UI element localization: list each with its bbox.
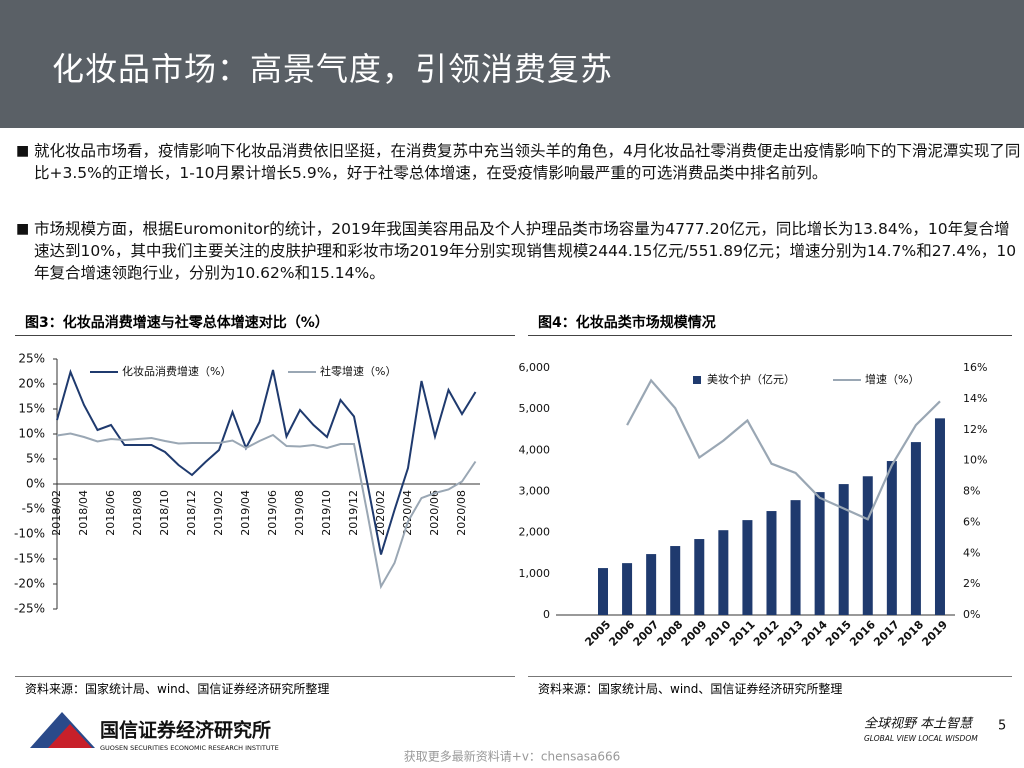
slogan-en: GLOBAL VIEW LOCAL WISDOM — [864, 734, 978, 743]
x-tick-label: 2020/08 — [455, 490, 468, 536]
y2-tick-label: 2% — [963, 577, 980, 590]
legend-label: 化妆品消费增速（%） — [122, 364, 231, 378]
x-tick-label: 2014 — [799, 618, 830, 649]
series-line — [56, 432, 477, 590]
y-tick-label: 25% — [18, 352, 45, 366]
slide-title: 化妆品市场：高景气度，引领消费复苏 — [52, 50, 614, 88]
x-tick-label: 2005 — [582, 618, 613, 649]
y2-tick-label: 16% — [963, 361, 987, 374]
legend-label: 美妆个护（亿元） — [707, 372, 795, 386]
logo-icon — [30, 712, 95, 748]
x-tick-label: 2020/04 — [401, 490, 414, 536]
y-tick-label: -20% — [14, 577, 45, 591]
page-number: 5 — [998, 719, 1006, 734]
y-tick-label: -15% — [14, 552, 45, 566]
bar — [838, 484, 849, 615]
x-tick-label: 2006 — [606, 618, 637, 649]
x-tick-label: 2017 — [871, 618, 902, 649]
bar — [598, 568, 608, 615]
x-tick-label: 2010 — [703, 618, 734, 649]
y-tick-label: 10% — [18, 427, 45, 441]
series-line — [626, 378, 941, 521]
bullet: 市场规模方面，根据Euromonitor的统计，2019年我国美容用品及个人护理… — [16, 218, 1024, 284]
x-tick-label: 2013 — [775, 618, 806, 649]
bar — [670, 546, 681, 615]
x-tick-label: 2019 — [919, 618, 950, 649]
x-tick-label: 2012 — [751, 618, 782, 649]
y-tick-label: 5,000 — [519, 402, 551, 415]
x-tick-label: 2018/10 — [158, 490, 171, 536]
bar — [814, 492, 825, 615]
y2-tick-label: 14% — [963, 392, 987, 405]
y2-tick-label: 10% — [963, 454, 987, 467]
bar — [862, 476, 873, 615]
bullet: 就化妆品市场看，疫情影响下化妆品消费依旧坚挺，在消费复苏中充当领头羊的角色，4月… — [16, 140, 1024, 184]
y-tick-label: 2,000 — [519, 526, 551, 539]
bar — [910, 442, 921, 615]
bar — [742, 520, 753, 615]
figure-source: 资料来源：国家统计局、wind、国信证券经济研究所整理 — [15, 676, 515, 701]
x-tick-label: 2007 — [631, 618, 662, 649]
y-tick-label: 5% — [26, 452, 45, 466]
x-tick-label: 2019/06 — [266, 490, 279, 536]
y2-tick-label: 12% — [963, 423, 987, 436]
x-tick-label: 2020/02 — [374, 490, 387, 536]
series-line — [56, 368, 477, 555]
logo-name: 国信证券经济研究所 — [100, 719, 271, 742]
x-tick-label: 2016 — [847, 618, 878, 649]
figure-source: 资料来源：国家统计局、wind、国信证券经济研究所整理 — [528, 676, 1012, 701]
legend-label: 增速（%） — [865, 372, 919, 386]
y2-tick-label: 8% — [963, 485, 980, 498]
x-tick-label: 2018/04 — [77, 490, 90, 536]
x-tick-label: 2015 — [823, 618, 854, 649]
x-tick-label: 2019/12 — [347, 490, 360, 536]
bar — [622, 563, 633, 615]
y-tick-label: -10% — [14, 527, 45, 541]
y-tick-label: 3,000 — [519, 485, 551, 498]
x-tick-label: 2019/10 — [320, 490, 333, 536]
y-tick-label: 15% — [18, 402, 45, 416]
y-tick-label: 4,000 — [519, 443, 551, 456]
legend-swatch — [693, 376, 701, 384]
bar — [694, 539, 705, 615]
x-tick-label: 2018/08 — [131, 490, 144, 536]
bar — [934, 418, 945, 615]
watermark: 获取更多最新资料请+v：chensasa666 — [404, 749, 620, 764]
x-tick-label: 2018/02 — [50, 490, 63, 536]
bar — [790, 500, 801, 615]
slogan: 全球视野 本土智慧 — [864, 716, 974, 732]
y-tick-label: 6,000 — [519, 361, 551, 374]
x-tick-label: 2018/12 — [185, 490, 198, 536]
x-tick-label: 2018 — [895, 618, 926, 649]
bar — [766, 511, 777, 615]
bar — [718, 530, 729, 615]
y2-tick-label: 6% — [963, 515, 980, 528]
x-tick-label: 2020/06 — [428, 490, 441, 536]
figure-caption: 图4：化妆品类市场规模情况 — [528, 310, 1012, 336]
y-tick-label: -25% — [14, 602, 45, 616]
y-tick-label: 20% — [18, 377, 45, 391]
bar — [886, 461, 897, 615]
x-tick-label: 2019/08 — [293, 490, 306, 536]
y-tick-label: -5% — [22, 502, 45, 516]
x-tick-label: 2008 — [655, 618, 686, 649]
y2-tick-label: 4% — [963, 546, 980, 559]
y-tick-label: 0% — [26, 477, 45, 491]
y-tick-label: 0 — [543, 608, 550, 621]
logo-subtitle: GUOSEN SECURITIES ECONOMIC RESEARCH INST… — [100, 744, 279, 752]
x-tick-label: 2018/06 — [104, 490, 117, 536]
legend-label: 社零增速（%） — [320, 364, 396, 378]
x-tick-label: 2011 — [727, 618, 758, 649]
x-tick-label: 2009 — [679, 618, 710, 649]
y-tick-label: 1,000 — [519, 567, 551, 580]
x-tick-label: 2019/02 — [212, 490, 225, 536]
bar — [646, 554, 657, 615]
y2-tick-label: 0% — [963, 608, 980, 621]
figure-caption: 图3：化妆品消费增速与社零总体增速对比（%） — [15, 310, 515, 336]
x-tick-label: 2019/04 — [239, 490, 252, 536]
header-bar: 化妆品市场：高景气度，引领消费复苏 — [0, 0, 1024, 128]
